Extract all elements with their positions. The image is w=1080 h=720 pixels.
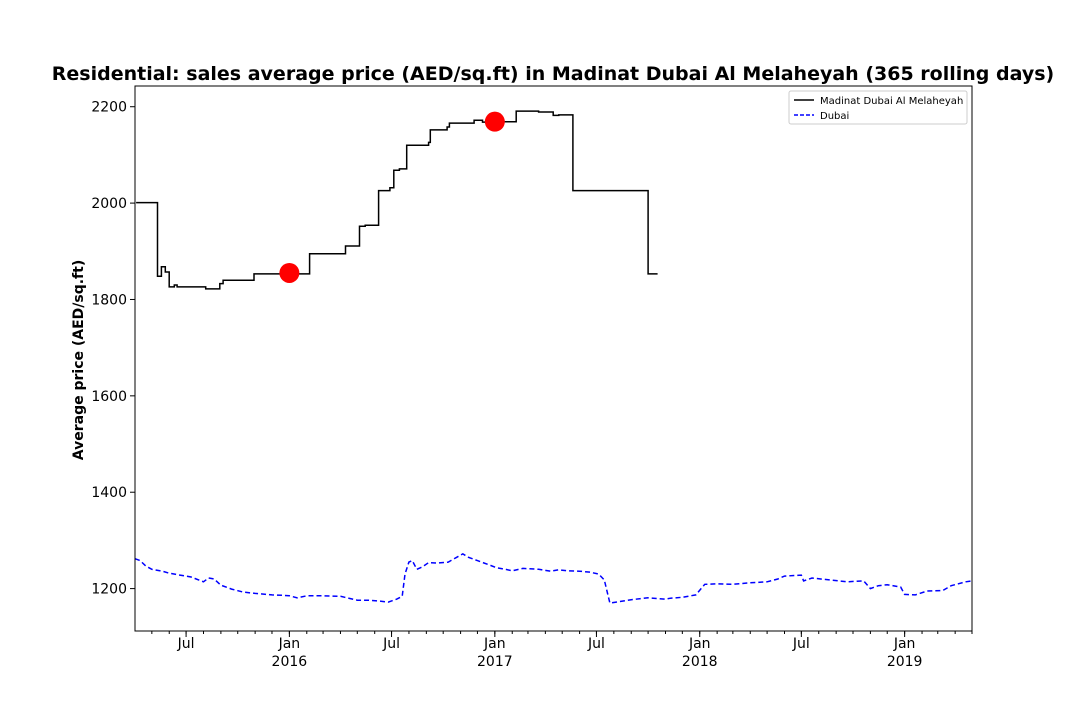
- x-tick-year-label: 2017: [477, 654, 513, 670]
- y-axis: 1200 1400 1600 1800 2000 2200: [91, 100, 135, 598]
- x-tick-label: Jul: [382, 636, 400, 652]
- series-line-madinat-dubai-al-melaheyah: [136, 110, 658, 290]
- x-tick-year-label: 2018: [682, 654, 718, 670]
- highlight-marker: [484, 111, 505, 132]
- plot-frame: [134, 85, 973, 632]
- x-tick-label: Jul: [587, 636, 605, 652]
- legend-box: [788, 90, 968, 125]
- y-axis-label: Average price (AED/sq.ft): [71, 260, 87, 460]
- x-tick-label: Jan: [483, 636, 506, 652]
- x-tick-label: Jul: [792, 636, 810, 652]
- y-tick-label: 1200: [91, 582, 127, 598]
- y-tick-label: 2000: [91, 196, 127, 212]
- series-line-dubai: [134, 553, 973, 604]
- highlight-marker: [279, 262, 300, 283]
- chart-title: Residential: sales average price (AED/sq…: [52, 63, 1054, 85]
- x-tick-label: Jan: [278, 636, 301, 652]
- x-tick-year-label: 2016: [272, 654, 308, 670]
- x-tick-label: Jan: [893, 636, 916, 652]
- legend-label: Madinat Dubai Al Melaheyah: [820, 96, 963, 107]
- x-tick-year-label: 2019: [887, 654, 923, 670]
- y-tick-label: 1800: [91, 292, 127, 308]
- legend: Madinat Dubai Al Melaheyah Dubai: [788, 90, 968, 125]
- x-tick-label: Jul: [177, 636, 195, 652]
- x-axis: Jul Jan 2016 Jul Jan 2017 Jul Jan 2018 Jul Jan 2019: [151, 631, 973, 670]
- plot-area: [134, 110, 973, 604]
- x-tick-label: Jan: [688, 636, 711, 652]
- y-tick-label: 1600: [91, 389, 127, 405]
- y-tick-label: 1400: [91, 485, 127, 501]
- y-tick-label: 2200: [91, 100, 127, 116]
- legend-label: Dubai: [820, 111, 849, 122]
